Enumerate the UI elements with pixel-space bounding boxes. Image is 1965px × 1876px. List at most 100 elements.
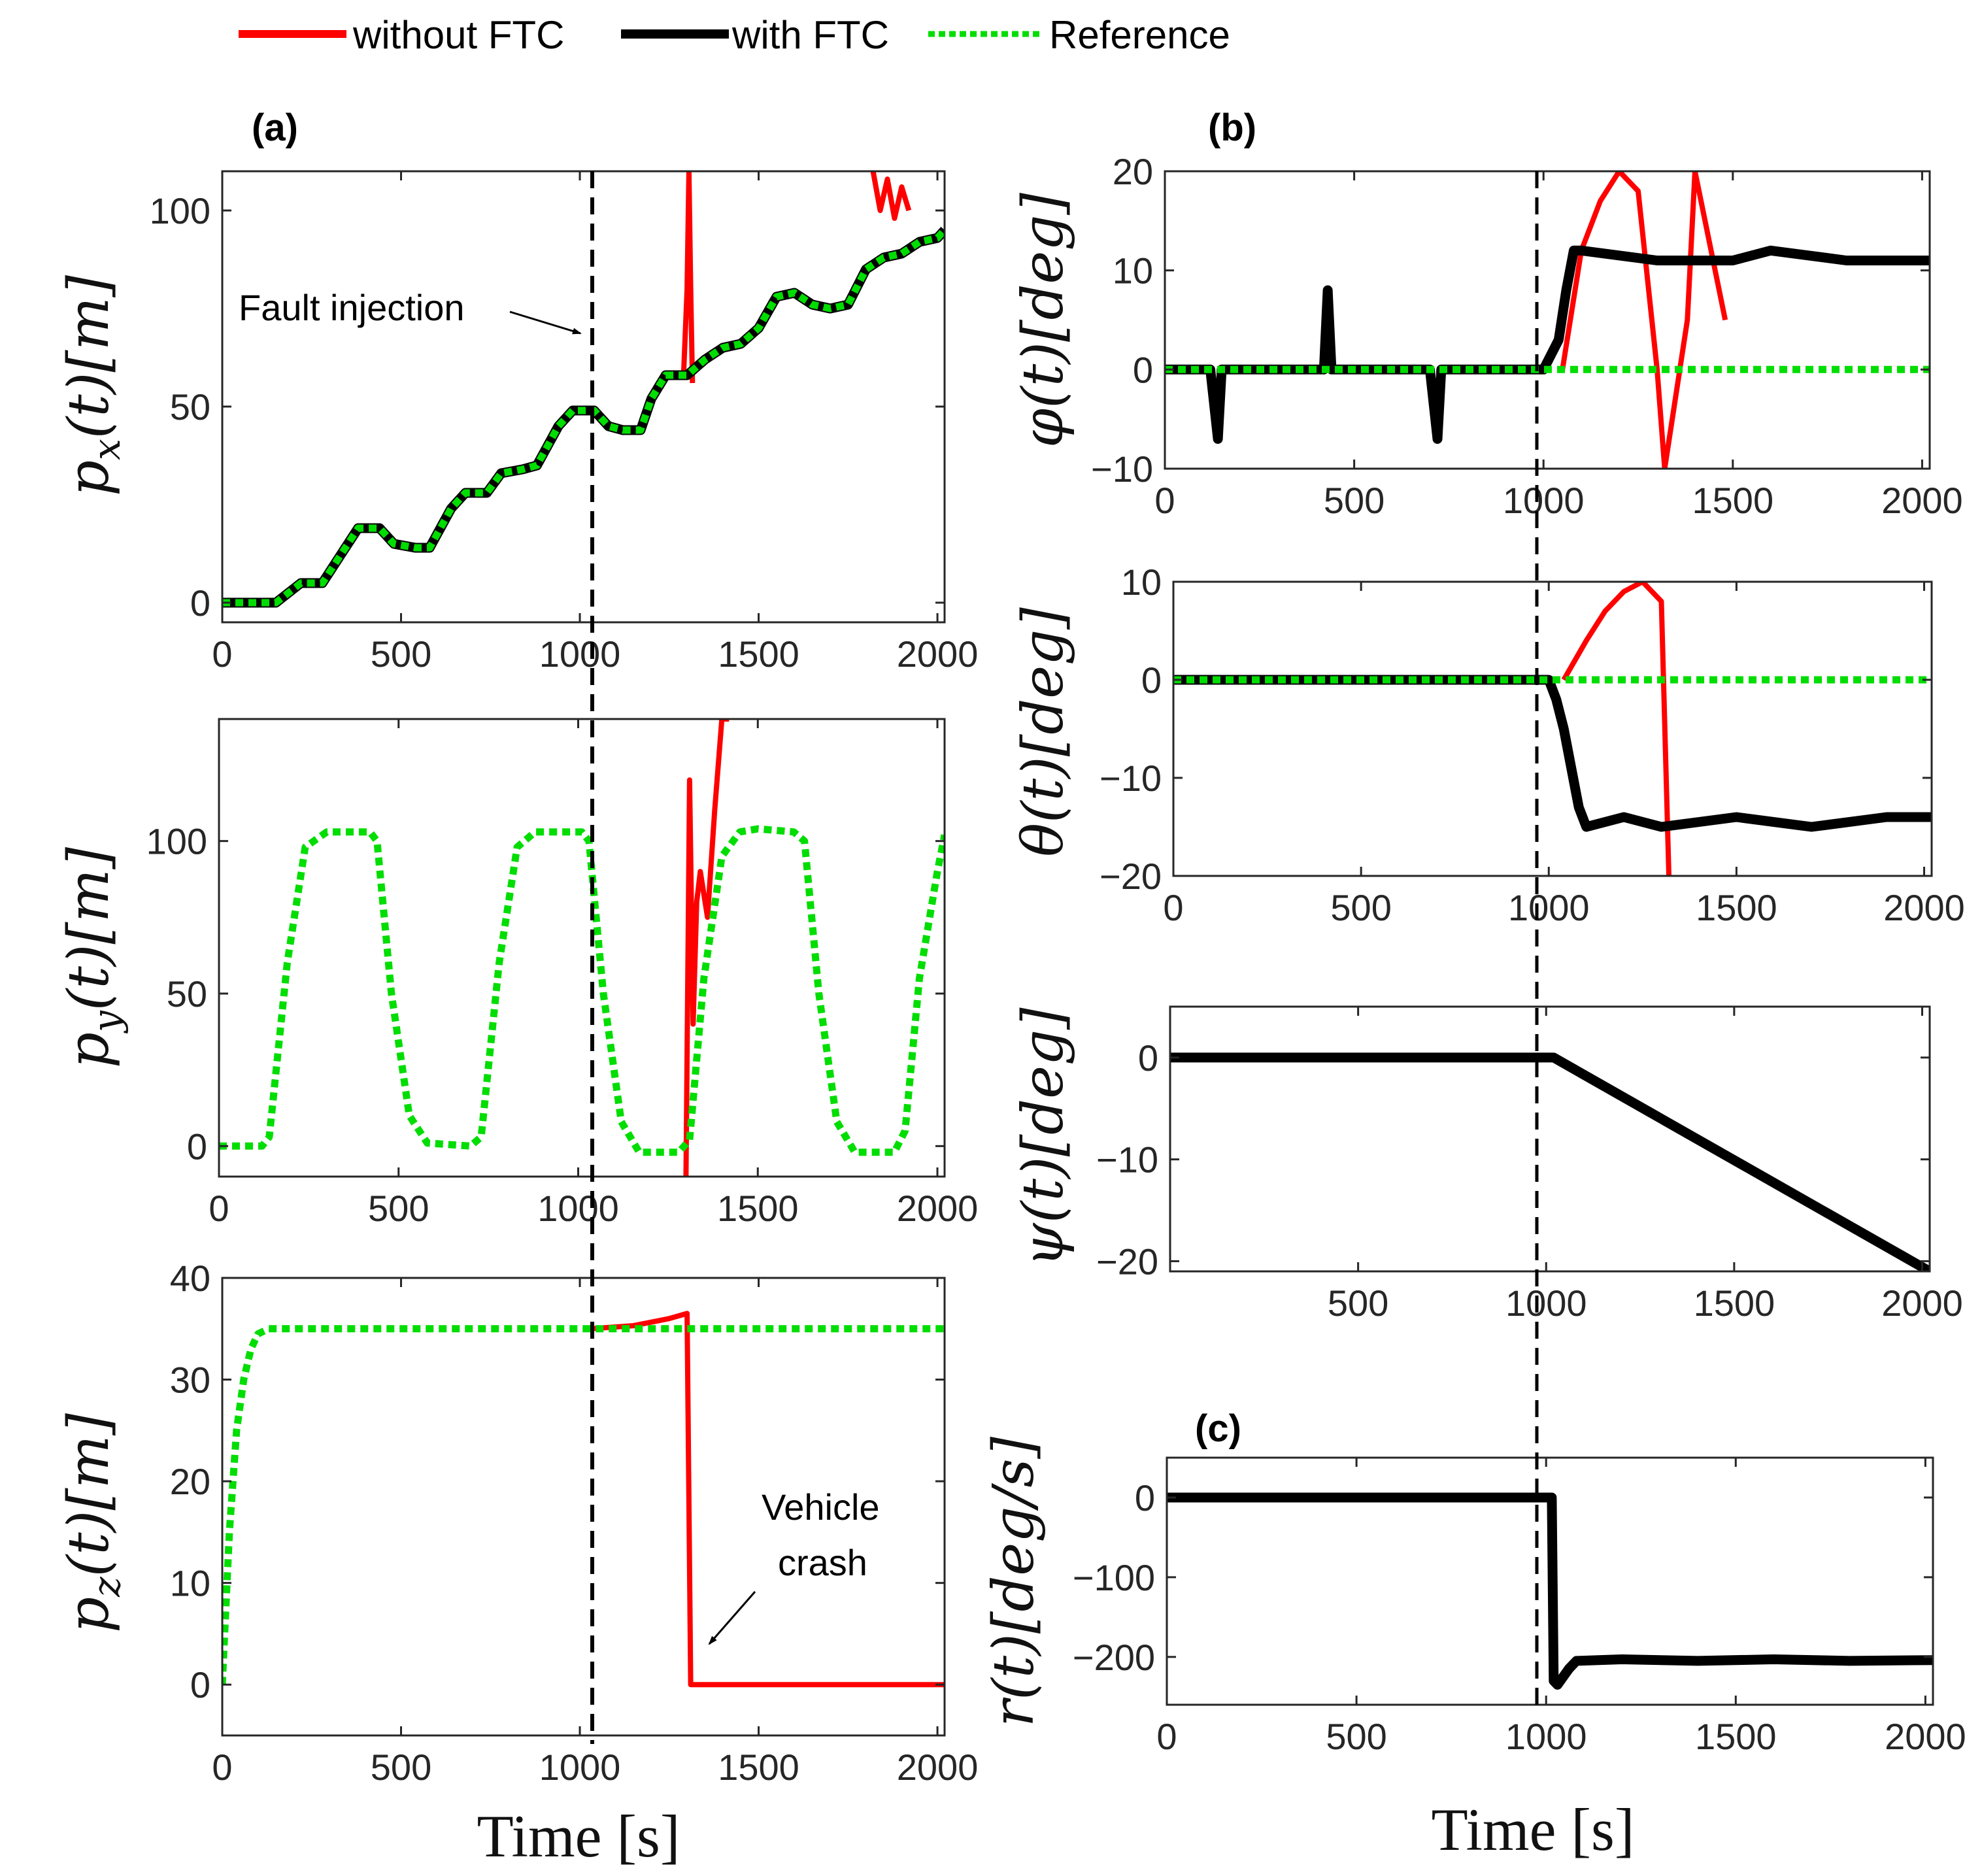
crash-annotation-line2: crash — [778, 1542, 867, 1583]
ytick-label-theta-0: 0 — [1141, 660, 1162, 701]
ytick-label-psi-0: 0 — [1138, 1037, 1158, 1079]
ytick-label-psi--20: −20 — [1096, 1241, 1158, 1282]
series-psi-with-ftc-0 — [1170, 1052, 1930, 1271]
series-py-reference-0 — [219, 825, 945, 1156]
xtick-label-r-500: 500 — [1326, 1716, 1386, 1757]
axes-frame-py — [218, 718, 946, 1178]
ylabel-px: px(t)[m] — [56, 275, 129, 497]
xtick-label-px-0: 0 — [212, 633, 232, 675]
series-r-with-ftc-0 — [1167, 1492, 1933, 1690]
legend-label-reference: Reference — [1049, 13, 1230, 57]
ytick-label-pz-30: 30 — [170, 1360, 210, 1401]
ylabel-r: r(t)[deg/s] — [981, 1437, 1047, 1727]
fault-annotation: Fault injection — [239, 287, 465, 328]
axes-frame-phi — [1164, 170, 1931, 470]
xtick-label-phi-1000: 1000 — [1503, 480, 1585, 521]
crash-annotation-line1: Vehicle — [762, 1486, 880, 1528]
axes-frame-psi — [1169, 1005, 1931, 1273]
xtick-label-px-2000: 2000 — [897, 633, 979, 675]
ytick-label-r-0: 0 — [1135, 1477, 1155, 1518]
xtick-label-psi-1000: 1000 — [1505, 1282, 1587, 1324]
ytick-label-psi--10: −10 — [1096, 1139, 1158, 1181]
xtick-label-pz-1500: 1500 — [718, 1747, 799, 1788]
xtick-label-py-1000: 1000 — [537, 1188, 619, 1229]
xtick-label-px-1500: 1500 — [718, 633, 799, 675]
series-pz-reference-0 — [222, 1325, 945, 1685]
chart-r: 0 500 1000 1500 2000 −200 −100 0 — [1073, 1456, 1965, 1757]
ytick-label-pz-40: 40 — [170, 1258, 210, 1299]
ytick-label-phi-10: 10 — [1113, 250, 1153, 292]
panel-label-a: (a) — [252, 107, 298, 149]
xtick-label-r-1500: 1500 — [1695, 1716, 1777, 1757]
xtick-label-theta-500: 500 — [1330, 887, 1391, 928]
ytick-label-r--200: −200 — [1073, 1637, 1155, 1678]
ytick-label-py-50: 50 — [167, 973, 207, 1014]
ytick-label-phi--10: −10 — [1091, 448, 1153, 490]
xtick-label-psi-500: 500 — [1328, 1282, 1388, 1324]
xtick-label-theta-1000: 1000 — [1508, 887, 1590, 928]
axes-frame-px — [221, 170, 946, 624]
ylabel-psi: ψ(t)[deg] — [1011, 1007, 1076, 1267]
ytick-label-theta--10: −10 — [1100, 758, 1162, 799]
xtick-label-pz-2000: 2000 — [897, 1747, 979, 1788]
ytick-label-px-0: 0 — [190, 582, 210, 624]
chart-px: 0 500 1000 1500 2000 0 50 100 — [150, 170, 979, 675]
plot-area-pz — [222, 1278, 945, 1735]
ytick-label-phi-20: 20 — [1113, 151, 1153, 192]
xtick-label-pz-1000: 1000 — [539, 1747, 621, 1788]
chart-pz: 0 500 1000 1500 2000 0 10 20 30 40 — [170, 1258, 979, 1788]
xtick-label-psi-2000: 2000 — [1881, 1282, 1963, 1324]
axes-frame-r — [1166, 1456, 1934, 1706]
chart-psi: 500 1000 1500 2000 −20 −10 0 — [1096, 1005, 1963, 1324]
plot-area-px — [222, 171, 945, 622]
xtick-label-phi-500: 500 — [1324, 480, 1385, 521]
axes-frame-pz — [221, 1277, 946, 1737]
ytick-label-theta--20: −20 — [1100, 856, 1162, 897]
ytick-label-pz-20: 20 — [170, 1461, 210, 1502]
crash-arrow — [708, 1591, 756, 1645]
ytick-label-py-100: 100 — [146, 821, 207, 862]
ytick-label-r--100: −100 — [1073, 1557, 1155, 1598]
ylabel-pz: pz(t)[m] — [56, 1413, 129, 1633]
xtick-label-phi-2000: 2000 — [1881, 480, 1963, 521]
xtick-label-r-2000: 2000 — [1885, 1716, 1965, 1757]
xtick-label-pz-500: 500 — [371, 1747, 431, 1788]
plot-area-theta — [1173, 582, 1932, 876]
ytick-label-py-0: 0 — [187, 1126, 207, 1167]
xtick-label-px-1000: 1000 — [539, 633, 621, 675]
xtick-label-py-2000: 2000 — [897, 1188, 979, 1229]
xtick-label-r-0: 0 — [1156, 1716, 1177, 1757]
axes-frame-theta — [1172, 580, 1933, 877]
series-px-reference-0 — [222, 227, 945, 607]
series-px-without-ftc-3 — [870, 171, 912, 221]
series-theta-without-ftc-2 — [1561, 582, 1671, 876]
fault-arrow — [509, 310, 582, 335]
ytick-label-theta-10: 10 — [1121, 561, 1162, 603]
series-px-without-ftc-2 — [680, 171, 696, 384]
ytick-label-px-100: 100 — [150, 190, 210, 231]
xtick-label-px-500: 500 — [371, 633, 431, 675]
series-pz-without-ftc-1 — [590, 1311, 945, 1688]
chart-theta: 0 500 1000 1500 2000 −20 −10 0 10 — [1100, 561, 1965, 928]
xtick-label-py-500: 500 — [368, 1188, 429, 1229]
xlabel-right: Time [s] — [1432, 1796, 1635, 1863]
panel-label-b: (b) — [1208, 107, 1256, 149]
series-phi-with-ftc-1 — [1165, 245, 1930, 444]
series-phi-without-ftc-2 — [1560, 171, 1728, 469]
plot-area-psi — [1170, 1007, 1930, 1271]
series-py-without-ftc-1 — [683, 719, 730, 1177]
xtick-label-phi-1500: 1500 — [1692, 480, 1774, 521]
xtick-label-r-1000: 1000 — [1505, 1716, 1587, 1757]
xtick-label-py-1500: 1500 — [717, 1188, 799, 1229]
xtick-label-theta-1500: 1500 — [1696, 887, 1777, 928]
panel-label-c: (c) — [1195, 1407, 1241, 1450]
xtick-label-pz-0: 0 — [212, 1747, 232, 1788]
legend: without FTC with FTC Reference — [239, 13, 1230, 57]
xlabel-left: Time [s] — [477, 1803, 680, 1869]
ytick-label-px-50: 50 — [170, 386, 210, 427]
plot-area-py — [219, 719, 945, 1177]
ytick-label-phi-0: 0 — [1133, 349, 1153, 390]
